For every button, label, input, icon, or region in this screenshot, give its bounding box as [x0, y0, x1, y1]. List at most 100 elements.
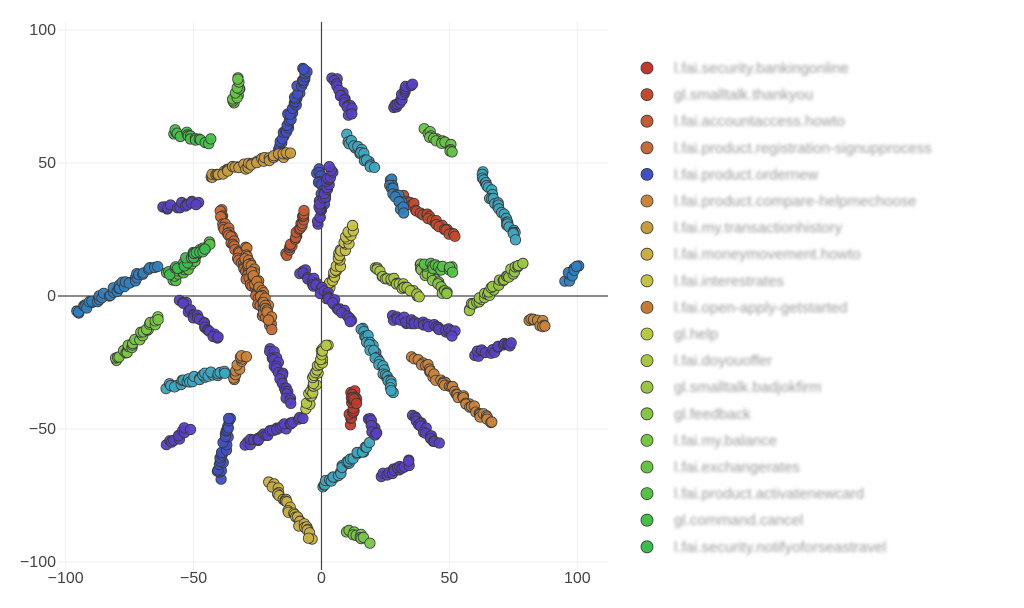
data-point [302, 532, 315, 544]
data-point [364, 537, 376, 549]
legend-marker [640, 354, 654, 368]
legend-label: l.fai.accountaccess.howto [674, 113, 845, 130]
legend-label: gl.help [674, 326, 718, 343]
legend-label: l.fai.security.notifyoforseastravel [674, 539, 886, 556]
data-point [223, 412, 235, 425]
axes: −100 −50 0 50 100 −100 −50 0 50 100 [20, 22, 608, 587]
data-point [402, 455, 415, 467]
data-point [284, 147, 296, 159]
data-point [297, 412, 309, 425]
data-point [517, 257, 529, 269]
data-point [368, 161, 381, 173]
legend-marker [640, 274, 654, 288]
data-point [350, 397, 363, 410]
legend-marker [640, 487, 654, 501]
legend-item[interactable]: l.fai.doyouoffer [640, 353, 772, 370]
legend-item[interactable]: gl.smalltalk.badjokfirm [640, 379, 822, 396]
data-point [446, 330, 458, 342]
data-point [298, 63, 310, 75]
legend-label: l.fai.my.balance [674, 432, 777, 449]
legend-marker [640, 221, 654, 235]
data-point [570, 260, 583, 272]
data-point [406, 78, 419, 90]
legend-label: l.fai.moneymovement.howto [674, 246, 861, 263]
legend-item[interactable]: l.fai.product.activatenewcard [640, 486, 864, 503]
legend-marker [640, 300, 654, 314]
data-point [449, 230, 461, 242]
data-point [199, 243, 211, 255]
y-tick-label: 0 [47, 288, 56, 305]
legend-item[interactable]: gl.command.cancel [640, 512, 803, 529]
legend-marker [640, 114, 654, 128]
x-tick-label: 100 [564, 570, 591, 587]
data-point [539, 320, 551, 332]
data-point [232, 73, 244, 85]
legend-marker [640, 247, 654, 261]
legend-item[interactable]: l.fai.product.ordernew [640, 166, 818, 183]
data-point [370, 427, 383, 439]
data-point [320, 339, 332, 351]
y-tick-label: −50 [29, 421, 56, 438]
legend-item[interactable]: gl.feedback [640, 406, 751, 423]
data-point [385, 384, 397, 397]
legend-label: l.fai.open-apply-getstarted [674, 299, 847, 316]
data-point [413, 291, 425, 303]
data-point [219, 367, 231, 379]
legend-label: l.fai.product.activatenewcard [674, 486, 864, 503]
x-tick-label: 50 [440, 570, 458, 587]
data-point [346, 219, 359, 232]
data-point [446, 146, 458, 158]
data-point [486, 416, 498, 428]
y-tick-label: 100 [29, 22, 56, 39]
legend-marker [640, 194, 654, 208]
legend-item[interactable]: l.fai.security.notifyoforseastravel [640, 539, 886, 556]
data-point [323, 161, 335, 173]
data-point [205, 133, 217, 145]
legend: l.fai.security.bankingonline gl.smalltalk… [640, 60, 932, 556]
legend-label: l.fai.security.bankingonline [674, 60, 849, 77]
x-tick-label: 0 [317, 570, 326, 587]
x-tick-label: −50 [180, 570, 207, 587]
legend-marker [640, 88, 654, 101]
legend-item[interactable]: gl.smalltalk.thankyou [640, 87, 813, 104]
legend-item[interactable]: l.fai.open-apply-getstarted [640, 299, 847, 316]
data-point [266, 323, 278, 336]
data-point [285, 397, 297, 409]
data-point [363, 436, 375, 449]
legend-label: l.fai.exchangerates [674, 459, 800, 476]
y-tick-label: −100 [20, 554, 56, 571]
legend-marker [640, 327, 654, 341]
legend-item[interactable]: l.fai.product.registration-signupprocess [640, 140, 932, 157]
legend-marker [640, 141, 654, 155]
legend-item[interactable]: l.fai.my.balance [640, 432, 777, 449]
data-point [184, 423, 197, 436]
legend-item[interactable]: l.fai.interestrates [640, 273, 784, 290]
legend-label: gl.smalltalk.badjokfirm [674, 379, 822, 396]
data-point [509, 234, 522, 246]
data-point [298, 205, 310, 217]
legend-marker [640, 61, 654, 75]
legend-label: l.fai.doyouoffer [674, 353, 772, 370]
legend-marker [640, 540, 654, 554]
legend-label: l.fai.interestrates [674, 273, 784, 290]
data-point [152, 260, 164, 273]
legend-label: l.fai.product.registration-signupprocess [674, 140, 932, 157]
data-points [71, 62, 585, 549]
data-point [152, 314, 164, 326]
legend-label: l.fai.product.compare-helpmechoose [674, 193, 917, 210]
data-point [240, 351, 252, 363]
data-point [346, 108, 358, 120]
legend-item[interactable]: l.fai.security.bankingonline [640, 60, 849, 77]
legend-item[interactable]: l.fai.moneymovement.howto [640, 246, 861, 263]
legend-item[interactable]: l.fai.accountaccess.howto [640, 113, 845, 130]
legend-item[interactable]: gl.help [640, 326, 718, 343]
data-point [398, 207, 410, 219]
legend-label: gl.command.cancel [674, 512, 803, 529]
legend-label: l.fai.my.transactionhistory [674, 220, 843, 237]
legend-item[interactable]: l.fai.product.compare-helpmechoose [640, 193, 917, 210]
legend-item[interactable]: l.fai.exchangerates [640, 459, 800, 476]
y-tick-label: 50 [38, 155, 56, 172]
legend-item[interactable]: l.fai.my.transactionhistory [640, 220, 843, 237]
legend-marker [640, 380, 654, 394]
